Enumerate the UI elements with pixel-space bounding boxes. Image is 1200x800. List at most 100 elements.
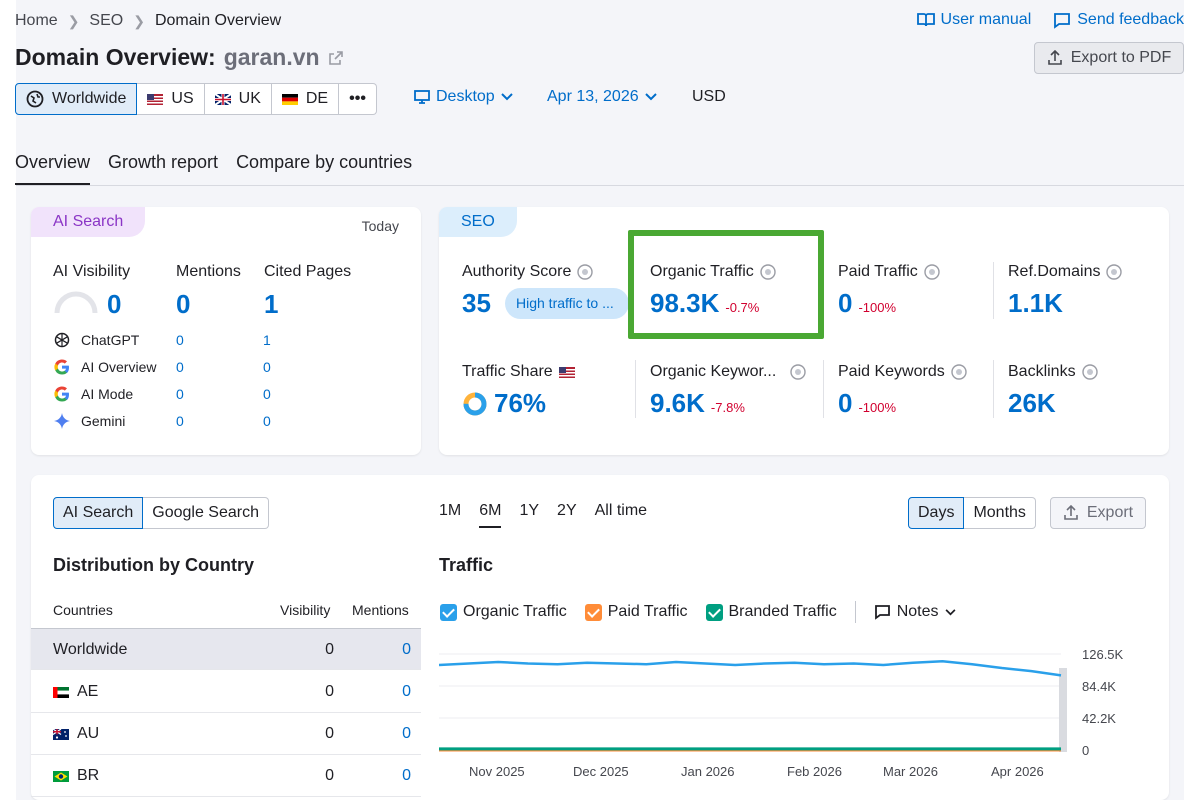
ai-row-mentions[interactable]: 0 bbox=[176, 413, 184, 429]
db-worldwide[interactable]: Worldwide bbox=[15, 83, 138, 115]
organic-keywords-value[interactable]: 9.6K -7.8% bbox=[650, 388, 745, 419]
mentions-value[interactable]: 0 bbox=[402, 641, 411, 658]
send-feedback-link[interactable]: Send feedback bbox=[1053, 11, 1184, 29]
user-manual-link[interactable]: User manual bbox=[916, 11, 1031, 29]
info-icon[interactable] bbox=[1081, 364, 1098, 380]
ai-row-cited[interactable]: 0 bbox=[263, 386, 271, 402]
seo-card: SEO bbox=[439, 207, 1169, 455]
au-flag-icon bbox=[53, 728, 69, 740]
gemini-icon bbox=[54, 413, 70, 429]
notes-dropdown[interactable]: Notes bbox=[874, 603, 956, 621]
ai-row-mentions[interactable]: 0 bbox=[176, 332, 184, 348]
ref-domains-value[interactable]: 1.1K bbox=[1008, 288, 1063, 318]
info-icon[interactable] bbox=[951, 364, 967, 380]
mentions-value[interactable]: 0 bbox=[176, 289, 191, 319]
tab-growth-report[interactable]: Growth report bbox=[108, 152, 219, 172]
info-icon[interactable] bbox=[790, 364, 806, 380]
ai-row-ai-overview: AI Overview 0 0 bbox=[53, 357, 393, 377]
external-link-icon[interactable] bbox=[328, 50, 344, 66]
db-de[interactable]: DE bbox=[271, 83, 340, 115]
db-uk[interactable]: UK bbox=[204, 83, 272, 115]
organic-traffic-line bbox=[439, 659, 1062, 677]
send-feedback-label: Send feedback bbox=[1077, 11, 1184, 28]
ai-row-cited[interactable]: 0 bbox=[263, 359, 271, 375]
info-icon[interactable] bbox=[1106, 264, 1123, 280]
period-1m[interactable]: 1M bbox=[439, 502, 462, 519]
chevron-down-icon bbox=[500, 93, 513, 101]
export-button[interactable]: Export bbox=[1050, 497, 1146, 529]
table-row[interactable]: BR 0 0 bbox=[31, 755, 421, 797]
db-us-label: US bbox=[171, 90, 194, 107]
paid-keywords-value[interactable]: 0 -100% bbox=[838, 388, 896, 419]
table-row[interactable]: AE 0 0 bbox=[31, 671, 421, 713]
organic-traffic-highlight bbox=[628, 230, 824, 339]
db-uk-label: UK bbox=[238, 90, 261, 107]
info-icon[interactable] bbox=[760, 264, 776, 280]
ai-visibility-value[interactable]: 0 bbox=[107, 289, 122, 319]
breadcrumb-current: Domain Overview bbox=[154, 12, 282, 29]
authority-tag[interactable]: High traffic to ... bbox=[505, 288, 629, 319]
period-6m[interactable]: 6M bbox=[479, 502, 502, 528]
more-icon: ••• bbox=[349, 90, 366, 107]
currency-label: USD bbox=[692, 88, 726, 105]
ai-row-name: AI Overview bbox=[81, 359, 157, 375]
info-icon[interactable] bbox=[577, 264, 594, 280]
backlinks-value[interactable]: 26K bbox=[1008, 388, 1056, 418]
chart-range-handle[interactable] bbox=[1059, 668, 1067, 752]
ai-row-name: AI Mode bbox=[81, 386, 134, 402]
us-flag-icon bbox=[147, 93, 164, 105]
ae-flag-icon bbox=[53, 686, 69, 698]
breadcrumb-home[interactable]: Home bbox=[15, 12, 58, 29]
x-tick-label: Nov 2025 bbox=[469, 764, 525, 779]
ai-row-name: Gemini bbox=[81, 413, 126, 429]
source-ai-search[interactable]: AI Search bbox=[53, 497, 144, 529]
divider bbox=[993, 262, 994, 319]
granularity-days[interactable]: Days bbox=[908, 497, 965, 529]
x-tick-label: Jan 2026 bbox=[681, 764, 735, 779]
granularity-months[interactable]: Months bbox=[964, 497, 1036, 529]
traffic-share-text: Traffic Share bbox=[462, 363, 553, 380]
ai-row-mentions[interactable]: 0 bbox=[176, 359, 184, 375]
breadcrumb-seo[interactable]: SEO bbox=[89, 12, 124, 29]
ai-row-cited[interactable]: 1 bbox=[263, 332, 271, 348]
export-label: Export bbox=[1086, 504, 1134, 521]
legend-paid-traffic[interactable]: Paid Traffic bbox=[584, 603, 688, 621]
ref-domains-text: Ref.Domains bbox=[1008, 263, 1101, 280]
date-dropdown[interactable]: Apr 13, 2026 bbox=[547, 88, 657, 106]
source-google-search[interactable]: Google Search bbox=[143, 497, 269, 529]
info-icon[interactable] bbox=[924, 264, 940, 280]
notes-label: Notes bbox=[896, 603, 939, 620]
legend-branded-traffic[interactable]: Branded Traffic bbox=[705, 603, 837, 621]
traffic-share-value[interactable]: 76% bbox=[462, 388, 546, 419]
device-dropdown[interactable]: Desktop bbox=[414, 88, 513, 106]
period-1y[interactable]: 1Y bbox=[519, 502, 540, 519]
cited-pages-value[interactable]: 1 bbox=[264, 289, 279, 319]
paid-traffic-value[interactable]: 0 -100% bbox=[838, 288, 896, 319]
period-2y[interactable]: 2Y bbox=[557, 502, 577, 519]
table-row[interactable]: Worldwide 0 0 bbox=[31, 628, 421, 670]
legend-label: Paid Traffic bbox=[607, 603, 688, 620]
db-more-button[interactable]: ••• bbox=[339, 83, 377, 115]
export-icon bbox=[1047, 50, 1062, 65]
traffic-chart[interactable] bbox=[439, 640, 1069, 760]
paid-traffic-text: Paid Traffic bbox=[838, 263, 918, 280]
ai-search-card: AI Search Today AI Visibility Mentions C… bbox=[31, 207, 421, 455]
tab-overview[interactable]: Overview bbox=[15, 152, 91, 185]
y-tick-label: 126.5K bbox=[1082, 647, 1124, 662]
authority-score-value[interactable]: 35 bbox=[462, 288, 491, 318]
table-row[interactable]: AU 0 0 bbox=[31, 713, 421, 755]
ai-row-mentions[interactable]: 0 bbox=[176, 386, 184, 402]
legend-organic-traffic[interactable]: Organic Traffic bbox=[440, 603, 567, 621]
mentions-value[interactable]: 0 bbox=[402, 683, 411, 700]
export-pdf-button[interactable]: Export to PDF bbox=[1034, 42, 1184, 74]
db-us[interactable]: US bbox=[137, 83, 205, 115]
ai-row-cited[interactable]: 0 bbox=[263, 413, 271, 429]
mentions-value[interactable]: 0 bbox=[402, 725, 411, 742]
period-all-time[interactable]: All time bbox=[594, 502, 648, 519]
organic-traffic-value[interactable]: 98.3K -0.7% bbox=[650, 288, 759, 319]
country-name: Worldwide bbox=[53, 641, 127, 659]
tab-compare-by-countries[interactable]: Compare by countries bbox=[236, 152, 413, 172]
mentions-value[interactable]: 0 bbox=[402, 767, 411, 784]
chart-legend: Organic Traffic Paid Traffic Branded Tra… bbox=[440, 601, 956, 623]
uk-flag-icon bbox=[214, 93, 231, 105]
